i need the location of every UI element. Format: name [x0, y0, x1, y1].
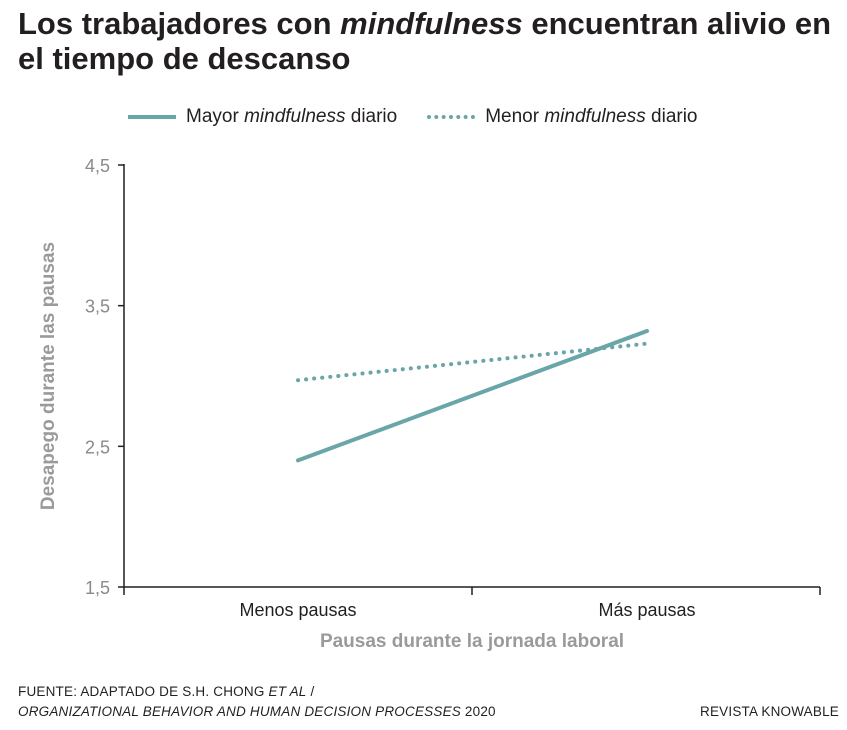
credit: REVISTA KNOWABLE — [700, 704, 839, 719]
y-tick-label: 3,5 — [85, 297, 110, 317]
x-tick-label: Menos pausas — [239, 600, 356, 620]
y-tick-label: 1,5 — [85, 578, 110, 598]
chart-title: Los trabajadores con mindfulness encuent… — [18, 6, 832, 76]
legend-item-mayor: Mayor mindfulness diario — [128, 106, 397, 128]
legend-label-mayor: Mayor mindfulness diario — [186, 106, 398, 127]
series-line-menor — [296, 341, 649, 383]
legend: Mayor mindfulness diario Menor mindfulne… — [128, 104, 728, 130]
source-note: FUENTE: ADAPTADO DE S.H. CHONG ET AL / O… — [18, 684, 496, 719]
legend-swatch-solid — [128, 115, 176, 119]
y-tick-label: 4,5 — [85, 156, 110, 176]
legend-label-menor: Menor mindfulness diario — [485, 106, 698, 127]
y-tick-label: 2,5 — [85, 437, 110, 457]
series-line-mayor — [296, 328, 649, 463]
x-tick-label: Más pausas — [598, 600, 695, 620]
legend-item-menor: Menor mindfulness diario — [427, 106, 698, 128]
y-axis-label: Desapego durante las pausas — [38, 242, 59, 510]
legend-swatch-dotted — [427, 115, 476, 119]
x-axis-label: Pausas durante la jornada laboral — [320, 631, 624, 652]
